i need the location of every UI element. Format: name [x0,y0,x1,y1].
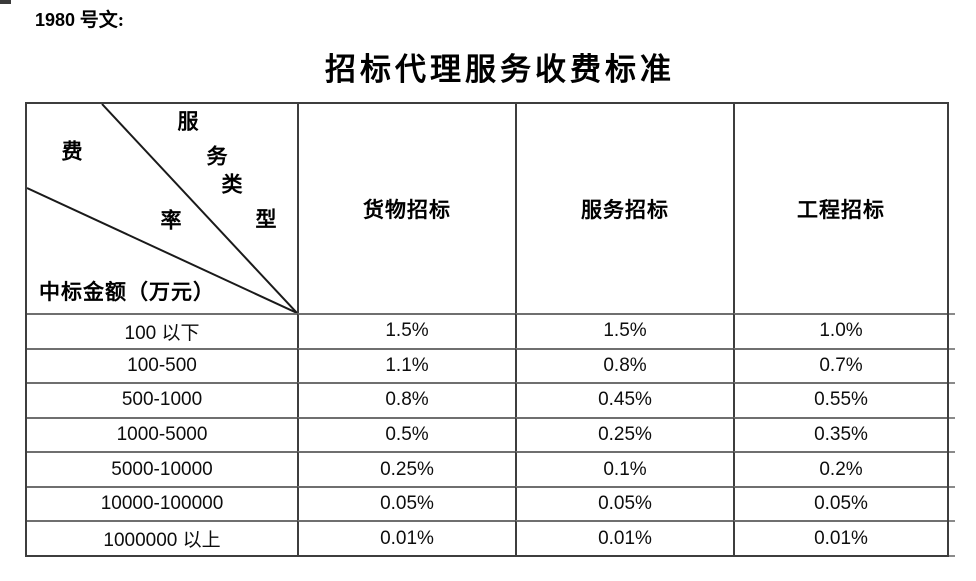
corner-type-char-3: 类 [221,172,243,197]
amount-range-cell: 500-1000 [27,382,297,417]
fee-cell: 0.1% [515,451,733,486]
corner-type-char-1: 服 [177,109,199,134]
corner-amount-label: 中标金额（万元） [39,280,215,304]
column-header-engineering: 工程招标 [733,104,947,313]
column-header-goods: 货物招标 [297,104,515,313]
amount-range-cell: 5000-10000 [27,451,297,486]
fee-cell: 1.0% [733,313,947,348]
fee-cell: 0.8% [297,382,515,417]
gridline-overshoot [949,486,955,488]
table-corner-cell: 费 率 服 务 类 型 中标金额（万元） [27,104,297,313]
amount-range-cell: 100-500 [27,347,297,383]
doc-ref-number: 1980 [35,10,76,30]
amount-range-cell: 1000000 以上 [27,520,297,555]
corner-artifact [0,0,11,4]
fee-cell: 0.05% [733,485,947,521]
doc-reference: 1980 号文: [35,5,124,32]
page-title: 招标代理服务收费标准 [325,52,675,87]
amount-range-cell: 1000-5000 [27,416,297,452]
fee-table: 费 率 服 务 类 型 中标金额（万元） 货物招标 服务招标 工程招标 100 … [25,102,949,557]
gridline-overshoot [949,451,955,453]
fee-cell: 0.2% [733,451,947,486]
corner-fee-char: 费 [61,139,83,164]
fee-cell: 1.1% [297,347,515,383]
gridline-overshoot [949,417,955,419]
fee-cell: 0.8% [515,347,733,383]
fee-cell: 1.5% [515,313,733,348]
gridline-overshoot [949,555,955,557]
fee-cell: 0.25% [297,451,515,486]
gridline-overshoot [949,382,955,384]
fee-cell: 0.25% [515,416,733,452]
corner-type-char-4: 型 [255,207,277,232]
corner-type-char-2: 务 [206,144,228,169]
fee-cell: 0.01% [733,520,947,555]
gridline-overshoot [949,520,955,522]
gridline-overshoot [949,348,955,350]
fee-cell: 0.45% [515,382,733,417]
doc-ref-suffix: 号文: [75,10,125,31]
fee-cell: 0.05% [297,485,515,521]
fee-cell: 0.5% [297,416,515,452]
amount-range-cell: 100 以下 [27,313,297,348]
fee-cell: 0.01% [515,520,733,555]
column-header-services: 服务招标 [515,104,733,313]
amount-range-cell: 10000-100000 [27,485,297,521]
fee-cell: 0.01% [297,520,515,555]
gridline-overshoot [949,313,955,315]
corner-rate-char: 率 [160,208,182,233]
fee-cell: 0.35% [733,416,947,452]
fee-cell: 1.5% [297,313,515,348]
diagonal-divider-lines [27,104,297,313]
fee-cell: 0.7% [733,347,947,383]
fee-cell: 0.55% [733,382,947,417]
fee-cell: 0.05% [515,485,733,521]
